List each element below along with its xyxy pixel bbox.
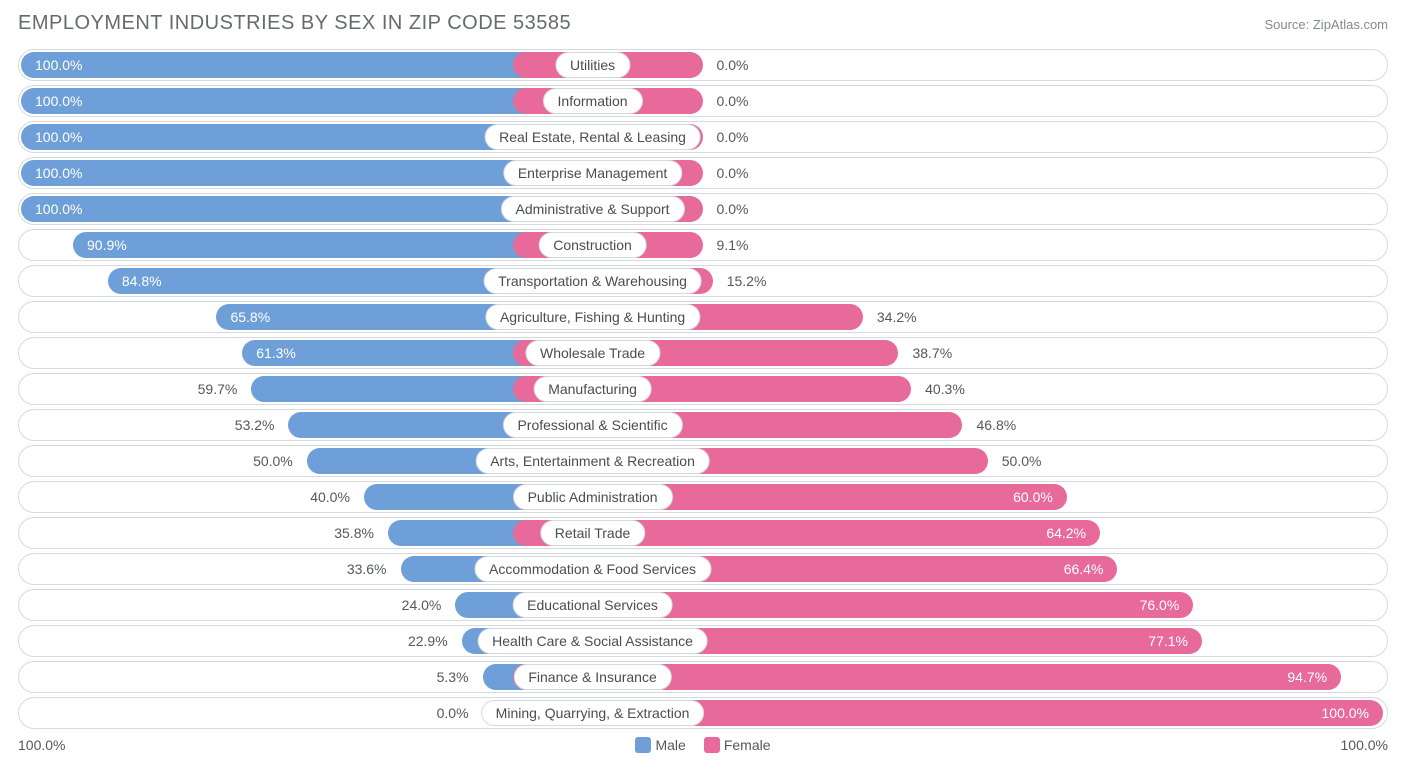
male-pct-label: 22.9% xyxy=(408,633,448,649)
chart-row: 40.0% 60.0% Public Administration xyxy=(18,481,1388,513)
male-pct-label: 5.3% xyxy=(437,669,469,685)
female-pct-label: 0.0% xyxy=(717,93,749,109)
female-pct-label: 100.0% xyxy=(1322,705,1369,721)
male-pct-label: 84.8% xyxy=(122,273,162,289)
male-pct-label: 0.0% xyxy=(437,705,469,721)
female-pct-label: 0.0% xyxy=(717,129,749,145)
male-pct-label: 61.3% xyxy=(256,345,296,361)
male-pct-label: 90.9% xyxy=(87,237,127,253)
category-label: Agriculture, Fishing & Hunting xyxy=(485,304,700,330)
female-pct-label: 0.0% xyxy=(717,201,749,217)
female-pct-label: 46.8% xyxy=(976,417,1016,433)
male-pct-label: 100.0% xyxy=(35,129,82,145)
female-pct-label: 0.0% xyxy=(717,57,749,73)
female-pct-label: 77.1% xyxy=(1148,633,1188,649)
legend-male-label: Male xyxy=(655,737,685,753)
diverging-bar-chart: 100.0% 0.0% Utilities 100.0% 0.0% Information… xyxy=(18,49,1388,729)
female-pct-label: 76.0% xyxy=(1140,597,1180,613)
male-pct-label: 100.0% xyxy=(35,201,82,217)
female-pct-label: 64.2% xyxy=(1046,525,1086,541)
axis-right-label: 100.0% xyxy=(1341,737,1388,753)
female-pct-label: 38.7% xyxy=(912,345,952,361)
category-label: Educational Services xyxy=(512,592,673,618)
swatch-female xyxy=(704,737,720,753)
category-label: Arts, Entertainment & Recreation xyxy=(475,448,710,474)
female-pct-label: 50.0% xyxy=(1002,453,1042,469)
male-pct-label: 50.0% xyxy=(253,453,293,469)
female-pct-label: 34.2% xyxy=(877,309,917,325)
chart-row: 33.6% 66.4% Accommodation & Food Services xyxy=(18,553,1388,585)
chart-row: 84.8% 15.2% Transportation & Warehousing xyxy=(18,265,1388,297)
male-pct-label: 100.0% xyxy=(35,57,82,73)
chart-row: 100.0% 0.0% Administrative & Support xyxy=(18,193,1388,225)
chart-row: 22.9% 77.1% Health Care & Social Assistanc… xyxy=(18,625,1388,657)
legend-female: Female xyxy=(704,737,771,753)
axis-left-label: 100.0% xyxy=(18,737,65,753)
category-label: Transportation & Warehousing xyxy=(483,268,702,294)
category-label: Wholesale Trade xyxy=(525,340,660,366)
category-label: Real Estate, Rental & Leasing xyxy=(484,124,701,150)
legend: Male Female xyxy=(65,737,1340,753)
male-pct-label: 65.8% xyxy=(230,309,270,325)
chart-row: 35.8% 64.2% Retail Trade xyxy=(18,517,1388,549)
male-pct-label: 100.0% xyxy=(35,93,82,109)
chart-row: 50.0% 50.0% Arts, Entertainment & Recreati… xyxy=(18,445,1388,477)
legend-male: Male xyxy=(635,737,685,753)
swatch-male xyxy=(635,737,651,753)
category-label: Professional & Scientific xyxy=(502,412,682,438)
category-label: Accommodation & Food Services xyxy=(474,556,711,582)
category-label: Construction xyxy=(538,232,647,258)
category-label: Administrative & Support xyxy=(501,196,685,222)
chart-row: 90.9% 9.1% Construction xyxy=(18,229,1388,261)
chart-row: 100.0% 0.0% Information xyxy=(18,85,1388,117)
chart-row: 65.8% 34.2% Agriculture, Fishing & Hunting xyxy=(18,301,1388,333)
female-pct-label: 94.7% xyxy=(1287,669,1327,685)
chart-row: 61.3% 38.7% Wholesale Trade xyxy=(18,337,1388,369)
female-pct-label: 0.0% xyxy=(717,165,749,181)
chart-row: 5.3% 94.7% Finance & Insurance xyxy=(18,661,1388,693)
chart-row: 53.2% 46.8% Professional & Scientific xyxy=(18,409,1388,441)
chart-row: 59.7% 40.3% Manufacturing xyxy=(18,373,1388,405)
category-label: Manufacturing xyxy=(533,376,652,402)
female-pct-label: 66.4% xyxy=(1064,561,1104,577)
female-pct-label: 40.3% xyxy=(925,381,965,397)
category-label: Retail Trade xyxy=(540,520,645,546)
category-label: Finance & Insurance xyxy=(513,664,671,690)
chart-row: 24.0% 76.0% Educational Services xyxy=(18,589,1388,621)
category-label: Utilities xyxy=(555,52,630,78)
male-pct-label: 24.0% xyxy=(402,597,442,613)
male-pct-label: 59.7% xyxy=(198,381,238,397)
male-pct-label: 40.0% xyxy=(310,489,350,505)
category-label: Mining, Quarrying, & Extraction xyxy=(481,700,705,726)
male-pct-label: 53.2% xyxy=(235,417,275,433)
chart-row: 100.0% 0.0% Enterprise Management xyxy=(18,157,1388,189)
chart-row: 100.0% 0.0% Utilities xyxy=(18,49,1388,81)
female-pct-label: 9.1% xyxy=(717,237,749,253)
category-label: Health Care & Social Assistance xyxy=(477,628,708,654)
chart-row: 0.0% 100.0% Mining, Quarrying, & Extractio… xyxy=(18,697,1388,729)
chart-footer: 100.0% Male Female 100.0% xyxy=(18,737,1388,753)
category-label: Enterprise Management xyxy=(503,160,682,186)
chart-source: Source: ZipAtlas.com xyxy=(1264,17,1388,32)
male-pct-label: 35.8% xyxy=(334,525,374,541)
category-label: Public Administration xyxy=(513,484,673,510)
female-pct-label: 60.0% xyxy=(1013,489,1053,505)
chart-row: 100.0% 0.0% Real Estate, Rental & Leasing xyxy=(18,121,1388,153)
category-label: Information xyxy=(543,88,643,114)
chart-header: EMPLOYMENT INDUSTRIES BY SEX IN ZIP CODE… xyxy=(18,12,1388,35)
male-pct-label: 33.6% xyxy=(347,561,387,577)
legend-female-label: Female xyxy=(724,737,771,753)
male-pct-label: 100.0% xyxy=(35,165,82,181)
female-pct-label: 15.2% xyxy=(727,273,767,289)
chart-title: EMPLOYMENT INDUSTRIES BY SEX IN ZIP CODE… xyxy=(18,12,571,35)
